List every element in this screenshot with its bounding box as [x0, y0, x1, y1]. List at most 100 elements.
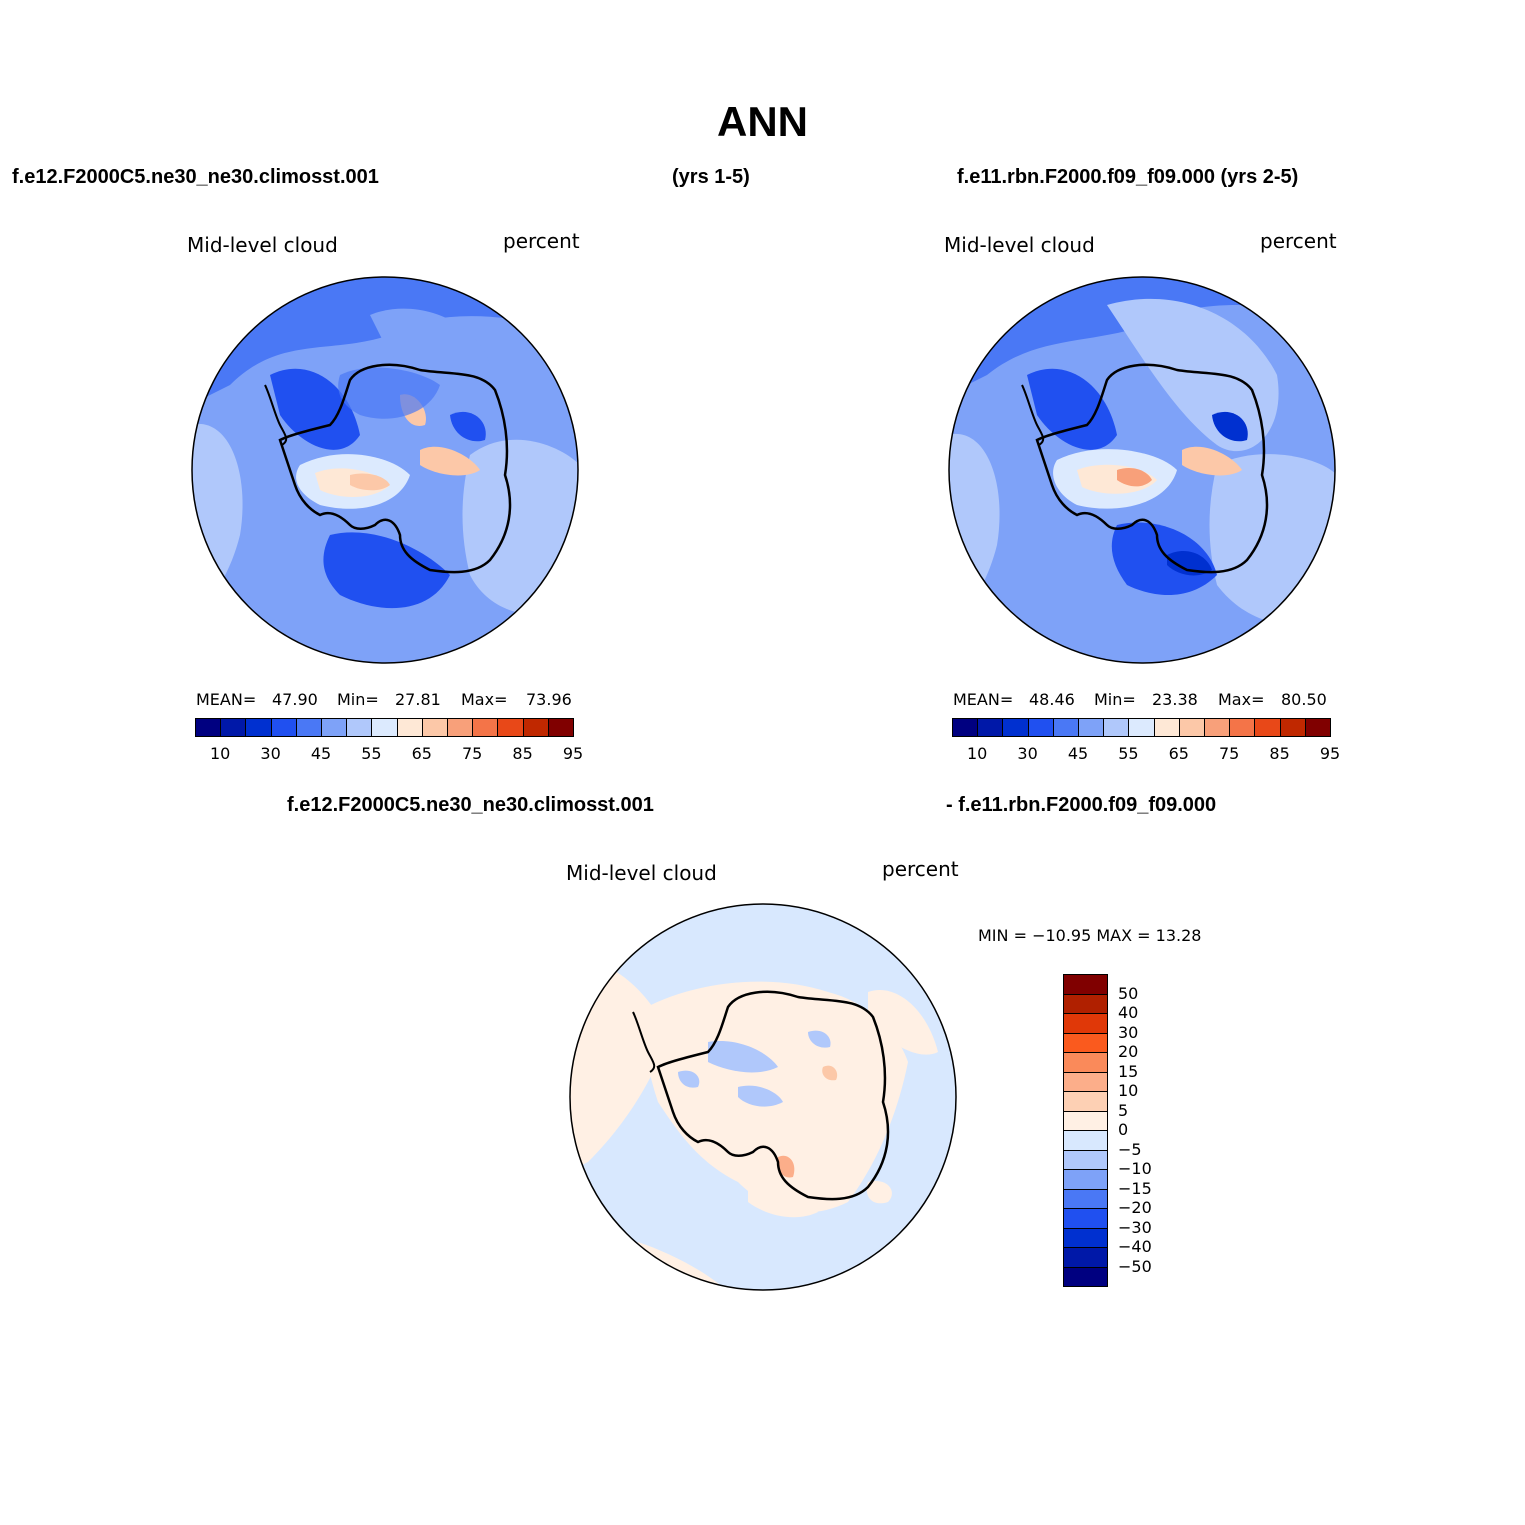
- right-colorbar-cell: [1204, 718, 1231, 737]
- diff-colorbar-tick-label: 10: [1118, 1081, 1139, 1100]
- diff-case1-name: f.e12.F2000C5.ne30_ne30.climosst.001: [287, 794, 654, 816]
- diff-minmax: MIN = −10.95 MAX = 13.28: [978, 926, 1202, 945]
- left-mean-value: 47.90: [272, 690, 318, 709]
- diff-colorbar-cell: [1063, 1149, 1108, 1170]
- diff-colorbar-cell: [1063, 1247, 1108, 1268]
- left-colorbar-tick-label: 75: [462, 744, 483, 763]
- diff-colorbar-cell: [1063, 1032, 1108, 1053]
- diff-colorbar-tick-label: −15: [1118, 1178, 1152, 1198]
- right-colorbar-cell: [977, 718, 1004, 737]
- right-colorbar-cell: [1052, 718, 1079, 737]
- left-colorbar-cell: [346, 718, 373, 737]
- left-min-label: Min=: [337, 690, 379, 709]
- left-colorbar-labels: 10 30 45 55 65 75 85 95: [195, 744, 583, 764]
- left-colorbar-cell: [421, 718, 448, 737]
- right-colorbar-cell: [1103, 718, 1130, 737]
- diff-colorbar-tick-label: 5: [1118, 1100, 1129, 1120]
- diff-colorbar-cell: [1063, 1188, 1108, 1209]
- right-colorbar-tick-label: 95: [1319, 744, 1341, 763]
- left-variable-label: Mid-level cloud: [187, 233, 338, 257]
- diff-colorbar-cell: [1063, 1013, 1108, 1034]
- right-colorbar-cell: [1078, 718, 1105, 737]
- diff-colorbar-cell: [1063, 1130, 1108, 1151]
- right-colorbar-cell: [1254, 718, 1281, 737]
- left-colorbar-tick-label: 55: [361, 744, 382, 763]
- right-colorbar-tick-label: 85: [1269, 744, 1290, 763]
- left-max-label: Max=: [461, 690, 508, 709]
- diff-colorbar-tick-label: −50: [1118, 1256, 1152, 1276]
- diff-polar-map: [569, 903, 957, 1291]
- diff-variable-label: Mid-level cloud: [566, 861, 717, 885]
- right-colorbar-tick-label: 55: [1118, 744, 1139, 763]
- right-colorbar-cell: [1279, 718, 1306, 737]
- right-colorbar-tick-label: 45: [1067, 744, 1089, 763]
- right-min-label: Min=: [1094, 690, 1136, 709]
- case1-years: (yrs 1-5): [672, 166, 750, 188]
- right-colorbar-tick-label: 10: [967, 744, 988, 763]
- diff-colorbar-cell: [1063, 1091, 1108, 1112]
- diff-colorbar-cell: [1063, 1052, 1108, 1073]
- diff-colorbar-cell: [1063, 1266, 1108, 1287]
- right-colorbar-cell: [1304, 718, 1331, 737]
- left-colorbar: [195, 718, 574, 737]
- diff-colorbar-labels: 50 40 30 20 15 10 5 0 −5 −10 −15 −20 −30 −40 −50: [1118, 974, 1178, 1286]
- left-polar-map: [191, 276, 579, 664]
- left-colorbar-cell: [295, 718, 322, 737]
- diff-colorbar-cell: [1063, 1208, 1108, 1229]
- left-colorbar-tick-label: 45: [310, 744, 332, 763]
- left-colorbar-cell: [220, 718, 247, 737]
- left-colorbar-cell: [321, 718, 348, 737]
- right-colorbar-cell: [1178, 718, 1205, 737]
- diff-colorbar-tick-label: 0: [1118, 1120, 1129, 1139]
- case1-name: f.e12.F2000C5.ne30_ne30.climosst.001: [12, 166, 379, 188]
- diff-colorbar-tick-label: 15: [1118, 1061, 1139, 1081]
- left-min-value: 27.81: [395, 690, 441, 709]
- diff-colorbar-cell: [1063, 1110, 1108, 1131]
- left-colorbar-cell: [270, 718, 297, 737]
- right-max-value: 80.50: [1281, 690, 1327, 709]
- diff-colorbar-tick-label: 50: [1118, 983, 1139, 1003]
- left-colorbar-tick-label: 65: [411, 744, 432, 763]
- right-mean-value: 48.46: [1029, 690, 1075, 709]
- right-colorbar-tick-label: 75: [1219, 744, 1240, 763]
- right-units-label: percent: [1260, 229, 1337, 253]
- diff-colorbar-tick-label: 40: [1118, 1003, 1139, 1022]
- right-colorbar-tick-label: 30: [1017, 744, 1038, 763]
- left-colorbar-cell: [371, 718, 398, 737]
- left-colorbar-cell: [472, 718, 499, 737]
- right-min-value: 23.38: [1152, 690, 1198, 709]
- left-colorbar-tick-label: 10: [210, 744, 231, 763]
- diff-colorbar-tick-label: 30: [1118, 1022, 1139, 1042]
- left-colorbar-tick-label: 95: [562, 744, 584, 763]
- diff-colorbar-cell: [1063, 974, 1108, 995]
- left-colorbar-tick-label: 30: [260, 744, 281, 763]
- left-colorbar-cell: [447, 718, 474, 737]
- diff-colorbar-tick-label: 20: [1118, 1042, 1139, 1061]
- right-colorbar-cell: [1229, 718, 1256, 737]
- diff-colorbar-tick-label: −20: [1118, 1198, 1152, 1217]
- left-max-value: 73.96: [526, 690, 572, 709]
- diff-colorbar-cell: [1063, 1071, 1108, 1092]
- left-colorbar-tick-label: 85: [512, 744, 533, 763]
- left-colorbar-cell: [245, 718, 272, 737]
- right-colorbar-cell: [1153, 718, 1180, 737]
- diff-colorbar-tick-label: −40: [1118, 1237, 1152, 1256]
- diff-colorbar-cell: [1063, 1227, 1108, 1248]
- diff-colorbar: [1063, 974, 1108, 1287]
- left-colorbar-cell: [522, 718, 549, 737]
- right-colorbar: [952, 718, 1331, 737]
- right-colorbar-cell: [1027, 718, 1054, 737]
- right-colorbar-labels: 10 30 45 55 65 75 85 95: [952, 744, 1340, 764]
- right-colorbar-tick-label: 65: [1168, 744, 1189, 763]
- right-colorbar-cell: [1128, 718, 1155, 737]
- right-polar-map: [948, 276, 1336, 664]
- plot-title: ANN: [717, 98, 808, 145]
- left-units-label: percent: [503, 229, 580, 253]
- left-colorbar-cell: [547, 718, 574, 737]
- right-colorbar-cell: [1002, 718, 1029, 737]
- diff-units-label: percent: [882, 857, 959, 881]
- diff-colorbar-cell: [1063, 1169, 1108, 1190]
- diff-colorbar-cell: [1063, 993, 1108, 1014]
- left-colorbar-cell: [396, 718, 423, 737]
- left-mean-label: MEAN=: [196, 690, 257, 709]
